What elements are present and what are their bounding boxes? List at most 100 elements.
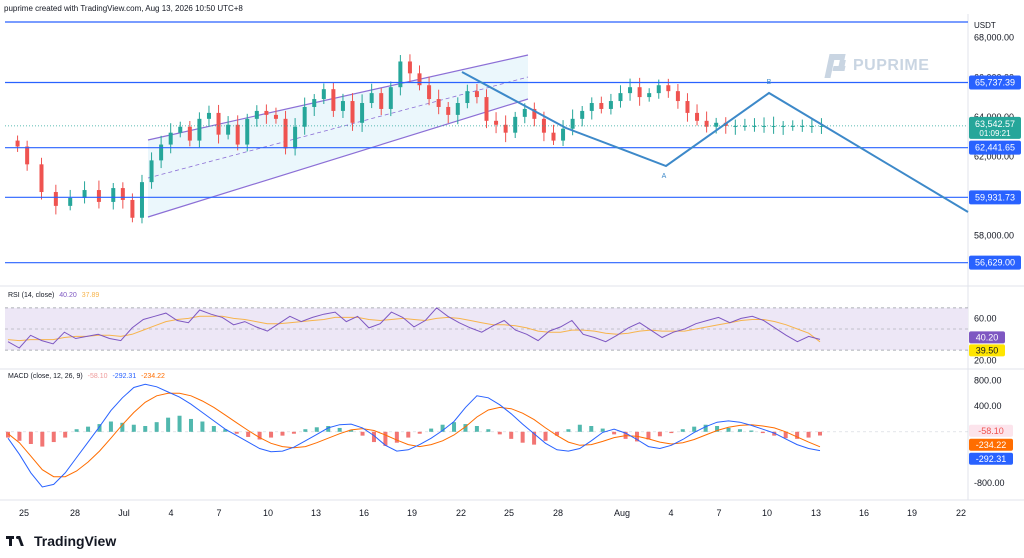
candle-body	[513, 116, 518, 133]
candle-body	[714, 122, 719, 127]
macd-histogram-bar	[452, 422, 457, 432]
macd-histogram-bar	[269, 431, 274, 438]
macd-histogram-bar	[337, 427, 342, 432]
macd-histogram-bar	[108, 421, 113, 432]
candle-body	[96, 190, 101, 202]
candle-body	[254, 110, 259, 119]
candle-body	[695, 112, 700, 121]
candle-body	[283, 118, 288, 149]
level-price-label: 62,441.65	[975, 143, 1015, 153]
x-tick-label: 16	[359, 508, 369, 518]
macd-histogram-bar	[120, 422, 125, 432]
countdown-label: 01:09:21	[979, 129, 1011, 138]
macd-histogram-bar	[543, 431, 548, 441]
macd-y-tick: -800.00	[974, 478, 1005, 488]
macd-histogram-bar	[188, 418, 193, 432]
level-price-label: 65,737.39	[975, 77, 1015, 87]
candle-body	[532, 108, 537, 119]
candle-body	[302, 106, 307, 127]
macd-histogram-bar	[40, 431, 45, 447]
candle-body	[771, 125, 776, 127]
rsi-ma-legend-value: 37.89	[81, 292, 100, 299]
candle-body	[427, 85, 432, 100]
candle-body	[561, 128, 566, 141]
rsi-ma-value-tag	[969, 344, 1005, 357]
candle-body	[25, 146, 30, 165]
candle-body	[551, 132, 556, 141]
candle-body	[647, 93, 652, 98]
macd-line-legend-value: -292.31	[112, 373, 137, 380]
macd-histogram-bar	[51, 431, 56, 443]
candle-body	[522, 108, 527, 117]
macd-histogram-bar	[154, 422, 159, 432]
macd-histogram-bar	[692, 426, 697, 432]
level-price-label: 56,629.00	[975, 258, 1015, 268]
rsi-y-tick: 20.00	[974, 356, 997, 366]
last-price-tag	[969, 116, 1021, 139]
macd-histogram-bar	[703, 424, 708, 432]
candle-body	[800, 125, 805, 127]
candle-body	[149, 160, 154, 183]
candle-body	[15, 140, 20, 147]
x-tick-label: 19	[407, 508, 417, 518]
candle-body	[245, 118, 250, 145]
y-tick-label: 68,000.00	[974, 33, 1014, 43]
x-tick-label: 22	[956, 508, 966, 518]
candle-body	[809, 125, 814, 127]
candle-body	[637, 87, 642, 98]
candle-body	[398, 61, 403, 88]
candle-body	[350, 101, 355, 123]
macd-histogram-bar	[383, 431, 388, 446]
candle-body	[484, 97, 489, 121]
abcd-pattern-line	[461, 71, 969, 213]
candle-body	[781, 125, 786, 127]
macd-histogram-bar	[63, 431, 68, 438]
macd-histogram-bar	[166, 417, 171, 432]
macd-histogram-bar	[394, 431, 399, 443]
candle-body	[790, 125, 795, 127]
channel-upper-line	[147, 54, 529, 141]
y-tick-label: 58,000.00	[974, 231, 1014, 241]
macd-histogram-bar	[360, 431, 365, 436]
channel-mid-line	[147, 76, 529, 179]
macd-histogram-bar	[680, 429, 685, 432]
macd-histogram-bar	[177, 415, 182, 432]
watermark-label: PUPRIME	[853, 57, 930, 74]
candle-body	[120, 188, 125, 200]
chart-header: puprime created with TradingView.com, Au…	[4, 4, 243, 13]
candle-body	[417, 73, 422, 86]
macd-histogram-bar	[257, 431, 262, 440]
macd-histogram-bar	[818, 431, 822, 436]
tradingview-logo[interactable]: TradingView	[6, 533, 116, 549]
macd-histogram-bar	[371, 431, 376, 443]
macd-histogram-bar	[200, 421, 205, 432]
candle-body	[53, 192, 58, 206]
x-tick-label: 25	[19, 508, 29, 518]
macd-histogram-bar	[28, 431, 33, 444]
macd-histogram-bar	[520, 431, 525, 443]
macd-legend[interactable]: MACD (close, 12, 26, 9) -58.10 -292.31 -…	[8, 373, 165, 380]
rsi-ma-line	[7, 315, 821, 343]
rsi-value-tag	[969, 331, 1005, 344]
macd-histogram-bar	[509, 431, 514, 439]
signal-line	[7, 392, 821, 478]
tradingview-logo-icon	[6, 534, 28, 548]
candle-body	[474, 91, 479, 98]
candle-body	[580, 110, 585, 119]
pattern-label-a: A	[662, 173, 667, 180]
candle-body	[608, 101, 613, 109]
x-tick-label: 7	[716, 508, 721, 518]
rsi-legend-value: 40.20	[59, 292, 77, 299]
candle-body	[704, 120, 709, 127]
candle-body	[570, 118, 575, 129]
rsi-legend[interactable]: RSI (14, close) 40.20 37.89	[8, 292, 99, 299]
macd-histogram-bar	[566, 429, 571, 432]
macd-histogram-bar	[314, 427, 319, 432]
macd-legend-title: MACD (close, 12, 26, 9)	[8, 373, 83, 380]
macd-value-tag	[969, 424, 1013, 437]
macd-histogram-bar	[234, 431, 239, 434]
macd-y-tick: 800.00	[974, 375, 1002, 385]
candle-body	[503, 124, 508, 133]
x-tick-label: 25	[504, 508, 514, 518]
